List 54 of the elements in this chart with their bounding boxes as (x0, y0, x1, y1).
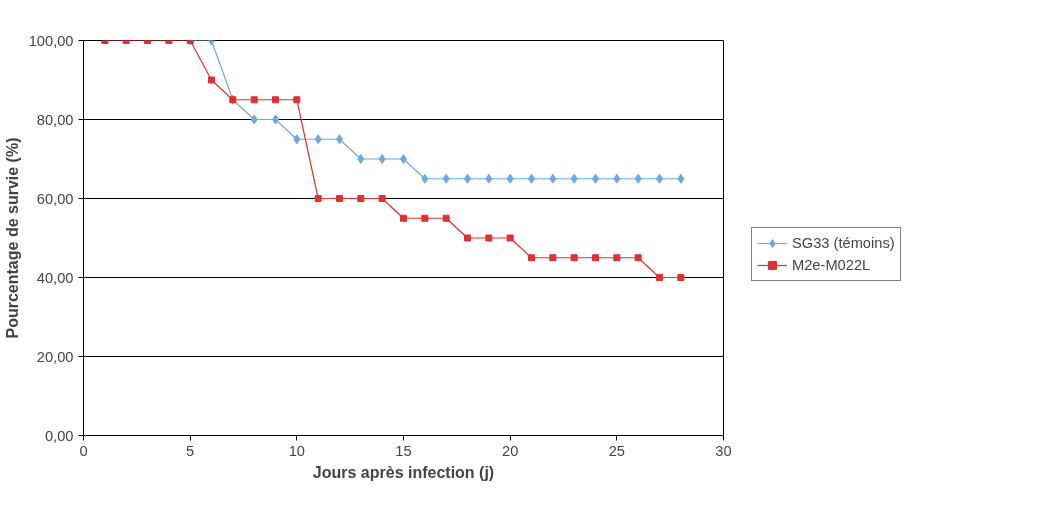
point (634, 254, 642, 262)
point (421, 173, 429, 184)
y-tick-label: 100,00 (28, 32, 74, 49)
x-tick-label: 20 (502, 442, 519, 459)
point (570, 254, 578, 262)
point (506, 173, 514, 184)
x-axis-title: Jours après infection (j) (312, 463, 495, 481)
point (677, 274, 685, 281)
point (208, 76, 215, 84)
point (464, 234, 471, 242)
point (656, 274, 663, 281)
point (250, 114, 258, 125)
y-tick-label: 0,00 (44, 427, 74, 444)
point (272, 96, 279, 104)
point (570, 173, 578, 184)
legend-label: M2e-M022L (792, 256, 871, 273)
point (592, 254, 599, 262)
point (378, 195, 386, 202)
x-tick-label: 30 (715, 442, 732, 459)
x-tick-label: 0 (79, 442, 88, 459)
x-tick-label: 15 (395, 442, 412, 459)
point (293, 96, 301, 104)
point (378, 154, 386, 164)
point (400, 154, 407, 164)
y-tick-label: 40,00 (36, 269, 74, 286)
point (250, 96, 258, 104)
point (549, 254, 557, 262)
point (400, 214, 407, 222)
y-axis-title: Pourcentage de survie (%) (3, 137, 21, 339)
y-tick-label: 80,00 (36, 111, 74, 128)
x-tick-label: 5 (186, 442, 195, 459)
point (485, 173, 493, 184)
point (336, 195, 343, 202)
point (357, 195, 365, 202)
point (442, 173, 450, 184)
point (314, 134, 322, 145)
point (677, 173, 685, 184)
point (442, 214, 450, 222)
point (613, 173, 621, 184)
y-tick-label: 60,00 (36, 190, 74, 207)
point (357, 154, 365, 164)
point (613, 254, 621, 262)
point (506, 234, 514, 242)
x-tick-label: 10 (288, 442, 305, 459)
point (634, 173, 642, 184)
legend-label: SG33 (témoins) (792, 234, 895, 251)
y-tick-label: 20,00 (36, 348, 74, 365)
point (421, 214, 429, 222)
point (549, 173, 557, 184)
point (314, 195, 322, 202)
point (293, 134, 301, 145)
x-tick-label: 25 (608, 442, 625, 459)
point (485, 234, 493, 242)
point (528, 254, 535, 262)
